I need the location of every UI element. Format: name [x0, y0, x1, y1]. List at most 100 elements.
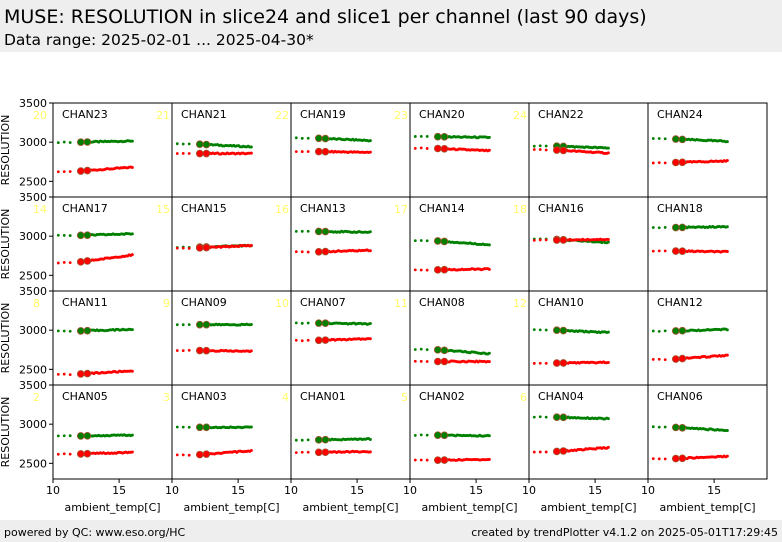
highlight-point	[678, 354, 687, 363]
channel-label: CHAN23	[62, 108, 108, 121]
data-point	[663, 425, 667, 429]
panel-number: 6	[520, 391, 527, 404]
data-point	[294, 250, 298, 254]
highlight-point	[314, 147, 323, 156]
data-point	[425, 147, 429, 150]
channel-label: CHAN20	[419, 108, 465, 121]
data-point	[606, 237, 610, 241]
data-point	[651, 425, 655, 429]
data-point	[419, 458, 423, 462]
data-point	[657, 457, 661, 461]
highlight-point	[671, 247, 680, 255]
data-point	[538, 144, 542, 148]
x-axis-label: ambient_temp[C]	[302, 501, 398, 514]
data-point	[725, 140, 729, 144]
data-point	[175, 142, 179, 146]
data-point	[187, 152, 191, 155]
data-point	[56, 372, 60, 376]
data-point	[544, 144, 548, 148]
highlight-point	[559, 146, 568, 155]
x-axis-label: ambient_temp[C]	[659, 501, 755, 514]
data-point	[56, 434, 60, 438]
highlight-point	[321, 147, 330, 156]
data-point	[62, 434, 66, 438]
channel-label: CHAN15	[181, 202, 227, 215]
header-bar: MUSE: RESOLUTION in slice24 and slice1 p…	[0, 0, 782, 52]
data-point	[544, 450, 548, 454]
highlight-point	[433, 456, 442, 464]
data-point	[651, 329, 655, 333]
highlight-point	[314, 227, 323, 236]
data-point	[538, 238, 542, 242]
channel-label: CHAN21	[181, 108, 227, 121]
data-point	[419, 268, 423, 272]
data-point	[487, 135, 491, 139]
data-point	[249, 151, 253, 155]
highlight-point	[83, 166, 92, 175]
y-tick-label: 3000	[19, 324, 47, 337]
x-tick-label: 15	[350, 484, 364, 497]
data-point	[368, 139, 372, 143]
highlight-point	[671, 327, 680, 335]
data-point	[130, 433, 134, 437]
highlight-point	[76, 370, 85, 378]
data-point	[130, 450, 134, 454]
data-point	[300, 150, 304, 153]
highlight-point	[314, 247, 323, 256]
highlight-point	[83, 231, 92, 239]
highlight-point	[433, 266, 442, 274]
panel-number: 11	[394, 297, 408, 310]
data-point	[300, 250, 304, 254]
x-tick-label: 10	[641, 484, 655, 497]
data-point	[663, 457, 667, 461]
panel-number: 17	[394, 203, 408, 216]
data-point	[62, 372, 66, 376]
highlight-point	[678, 247, 687, 255]
data-point	[68, 434, 72, 438]
data-point	[62, 261, 66, 264]
data-point	[532, 328, 536, 332]
data-point	[306, 250, 310, 254]
channel-label: CHAN06	[657, 390, 703, 403]
data-point	[181, 142, 185, 146]
data-point	[419, 347, 423, 351]
data-point	[181, 323, 185, 327]
highlight-point	[678, 223, 687, 232]
highlight-point	[678, 135, 687, 144]
x-tick-label: 15	[469, 484, 483, 497]
data-point	[300, 321, 304, 325]
data-point	[249, 425, 253, 429]
channel-label: CHAN16	[538, 202, 584, 215]
data-point	[657, 249, 661, 253]
data-point	[294, 229, 298, 233]
footer-bar: powered by QC: www.eso.org/HC created by…	[0, 520, 782, 542]
data-point	[294, 136, 298, 140]
data-point	[187, 142, 191, 146]
y-axis-label: RESOLUTION	[0, 303, 12, 374]
x-axis-label: ambient_temp[C]	[421, 501, 517, 514]
highlight-point	[552, 413, 561, 421]
footer-created: created by trendPlotter v4.1.2 on 2025-0…	[471, 526, 778, 539]
data-point	[413, 135, 417, 138]
panel-number: 9	[163, 297, 170, 310]
panel-number: 5	[401, 391, 408, 404]
data-point	[419, 146, 423, 150]
data-point	[532, 238, 536, 242]
highlight-point	[321, 336, 330, 344]
highlight-point	[202, 243, 211, 252]
data-point	[306, 450, 310, 454]
highlight-point	[433, 237, 442, 245]
y-axis-label: RESOLUTION	[0, 115, 12, 186]
data-point	[175, 323, 179, 327]
data-point	[606, 417, 610, 421]
data-point	[725, 429, 729, 433]
data-point	[419, 239, 423, 242]
x-tick-label: 10	[284, 484, 298, 497]
highlight-point	[202, 423, 211, 432]
highlight-point	[433, 132, 442, 141]
data-point	[56, 141, 60, 144]
data-point	[657, 137, 661, 140]
data-point	[657, 226, 661, 230]
data-point	[294, 338, 298, 342]
data-point	[306, 150, 310, 153]
